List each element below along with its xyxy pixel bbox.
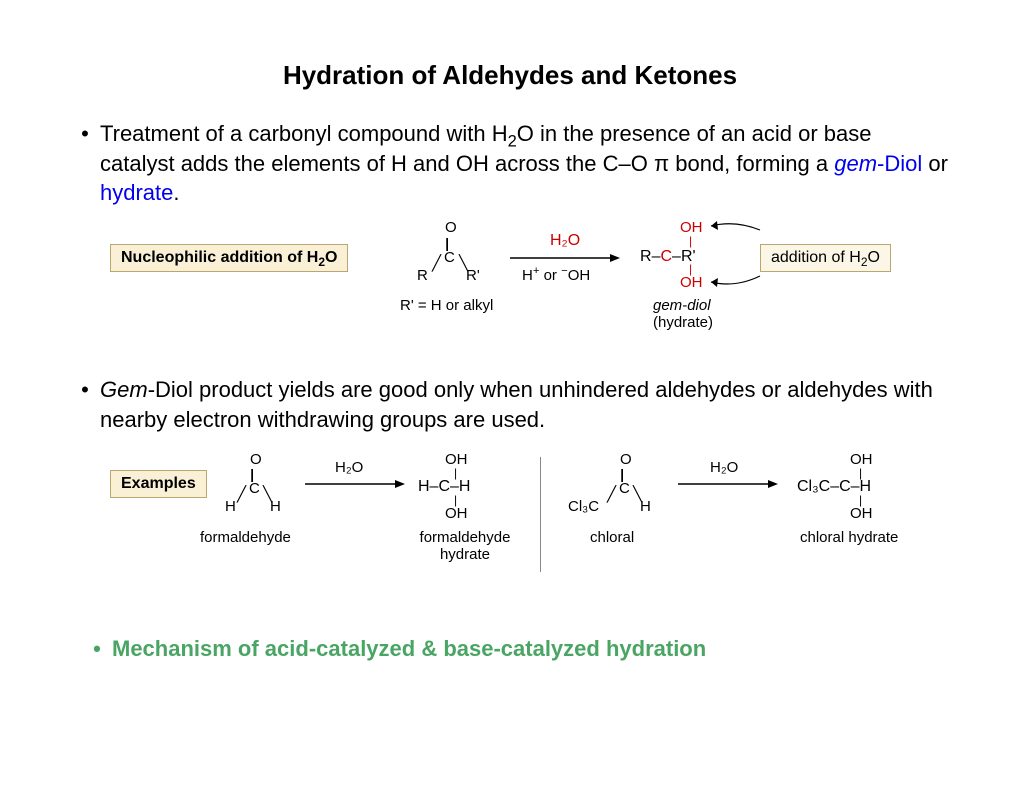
curve-arrow-bot	[705, 272, 765, 292]
atom-o: O	[250, 452, 262, 469]
group-rprime: R'	[466, 268, 480, 285]
product-line: H–C–H	[418, 478, 470, 496]
bullet-mark: •	[82, 634, 112, 664]
group-oh: OH	[680, 275, 703, 292]
group-cl3c: Cl₃C	[568, 499, 599, 516]
page-title: Hydration of Aldehydes and Ketones	[70, 60, 950, 91]
bond: |	[689, 235, 692, 248]
atom-o: O	[445, 220, 457, 237]
rprime-note: R' = H or alkyl	[400, 298, 493, 315]
atom-c: C	[619, 481, 630, 498]
reagent-catalyst: H+ or −OH	[522, 268, 590, 285]
bullet-text-3: Mechanism of acid-catalyzed & base-catal…	[112, 634, 950, 664]
bond: ╱	[432, 256, 441, 273]
group-r: R	[417, 268, 428, 285]
bullet-1: • Treatment of a carbonyl compound with …	[70, 119, 950, 208]
reaction-arrow	[510, 250, 620, 266]
group-oh: OH	[445, 506, 468, 523]
group-oh: OH	[850, 506, 873, 523]
bullet-3: • Mechanism of acid-catalyzed & base-cat…	[82, 634, 950, 664]
bullet-text-1: Treatment of a carbonyl compound with H2…	[100, 119, 950, 208]
vertical-divider	[540, 457, 541, 572]
gem-diol-label: gem-diol	[653, 298, 711, 315]
atom-c: C	[249, 481, 260, 498]
bullet-mark: •	[70, 119, 100, 208]
product-line: R–C–R'	[640, 248, 696, 266]
name-chloral-hydrate: chloral hydrate	[800, 530, 898, 547]
box-nucleophilic-addition: Nucleophilic addition of H2O	[110, 244, 348, 272]
bullet-text-2: Gem-Diol product yields are good only wh…	[100, 375, 950, 434]
reaction-arrow	[305, 476, 405, 492]
atom-o: O	[620, 452, 632, 469]
curve-arrow-top	[705, 218, 765, 236]
hydrate-label: (hydrate)	[653, 315, 713, 332]
box-examples: Examples	[110, 470, 207, 498]
name-formaldehyde: formaldehyde	[200, 530, 291, 547]
atom-h: H	[640, 499, 651, 516]
box-addition-h2o: addition of H2O	[760, 244, 891, 272]
atom-c: C	[444, 250, 455, 267]
name-chloral: chloral	[590, 530, 634, 547]
reagent-h2o: H₂O	[550, 232, 580, 250]
name-formaldehyde-hydrate: formaldehydehydrate	[405, 530, 525, 563]
reaction-scheme-1: Nucleophilic addition of H2O O || C ╱ ╲ …	[110, 220, 950, 355]
bullet-mark: •	[70, 375, 100, 434]
reagent-h2o: H₂O	[710, 460, 738, 477]
atom-h: H	[225, 499, 236, 516]
atom-h: H	[270, 499, 281, 516]
bond: ╱	[607, 487, 616, 504]
bullet-2: • Gem-Diol product yields are good only …	[70, 375, 950, 434]
bond: ╱	[237, 487, 246, 504]
reagent-h2o: H₂O	[335, 460, 363, 477]
reaction-arrow	[678, 476, 778, 492]
reaction-scheme-2: Examples O || C ╱ ╲ H H formaldehyde H₂O…	[110, 452, 950, 612]
